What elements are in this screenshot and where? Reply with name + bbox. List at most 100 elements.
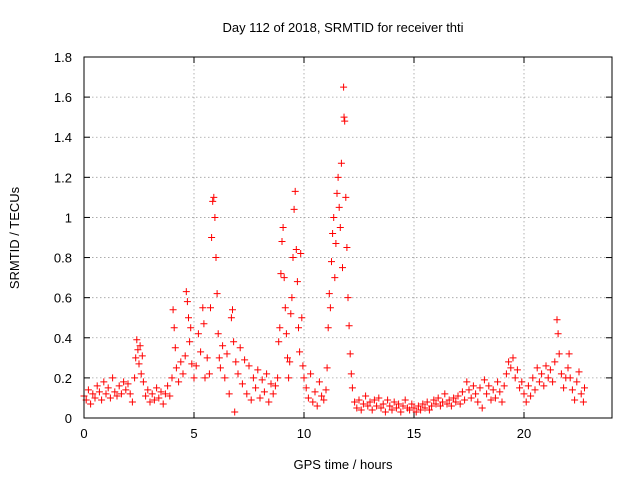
data-point xyxy=(406,406,414,414)
data-point xyxy=(397,408,405,416)
data-point xyxy=(386,402,394,410)
data-point xyxy=(516,384,524,392)
data-point xyxy=(297,250,305,258)
data-point xyxy=(214,330,222,338)
data-point xyxy=(524,382,532,390)
data-point xyxy=(232,358,240,366)
data-point xyxy=(200,320,208,328)
data-point xyxy=(281,304,289,312)
data-point xyxy=(288,294,296,302)
data-point xyxy=(84,386,92,394)
data-point xyxy=(505,358,513,366)
data-point xyxy=(432,400,440,408)
data-point xyxy=(275,338,283,346)
data-point xyxy=(474,398,482,406)
data-point xyxy=(480,376,488,384)
data-point xyxy=(309,398,317,406)
data-point xyxy=(368,406,376,414)
data-point xyxy=(494,378,502,386)
data-point xyxy=(540,382,548,390)
data-point xyxy=(454,392,462,400)
data-point xyxy=(98,396,106,404)
data-point xyxy=(211,213,219,221)
data-point xyxy=(144,386,152,394)
data-point xyxy=(478,404,486,412)
data-point xyxy=(507,364,515,372)
data-point xyxy=(509,354,517,362)
data-point xyxy=(115,382,123,390)
data-point xyxy=(221,374,229,382)
data-point xyxy=(183,298,191,306)
data-point xyxy=(89,390,97,398)
data-point xyxy=(472,390,480,398)
data-point xyxy=(467,394,475,402)
data-point xyxy=(375,394,383,402)
data-point xyxy=(346,350,354,358)
data-point xyxy=(428,402,436,410)
data-point xyxy=(186,338,194,346)
data-point xyxy=(172,364,180,372)
y-tick-label: 1.2 xyxy=(54,170,72,185)
data-point xyxy=(357,406,365,414)
data-point xyxy=(231,408,239,416)
data-point xyxy=(245,362,253,370)
data-point xyxy=(513,366,521,374)
data-point xyxy=(364,402,372,410)
x-tick-label: 10 xyxy=(297,426,311,441)
data-point xyxy=(555,350,563,358)
data-point xyxy=(323,364,331,372)
data-point xyxy=(324,324,332,332)
data-point xyxy=(362,392,370,400)
data-point xyxy=(148,390,156,398)
data-point xyxy=(179,370,187,378)
data-point xyxy=(126,390,134,398)
data-point xyxy=(339,264,346,272)
data-point xyxy=(430,396,438,404)
data-point xyxy=(331,274,339,282)
data-point xyxy=(187,324,195,332)
data-point xyxy=(566,374,574,382)
data-point xyxy=(216,364,224,372)
y-axis-label: SRMTID / TECUs xyxy=(7,186,22,289)
data-point xyxy=(223,350,231,358)
data-point xyxy=(483,390,491,398)
plot-frame xyxy=(83,56,613,419)
data-point xyxy=(91,394,99,402)
data-point xyxy=(212,254,220,262)
y-tick-labels: 0 0.2 0.4 0.6 0.8 1 1.2 1.4 1.6 1.8 xyxy=(54,50,72,426)
data-point xyxy=(290,205,298,213)
data-point xyxy=(93,382,101,390)
data-point xyxy=(335,203,343,211)
data-point xyxy=(551,358,559,366)
data-point xyxy=(182,288,190,296)
data-point xyxy=(157,388,165,396)
data-point xyxy=(120,378,128,386)
data-point xyxy=(401,396,409,404)
data-point xyxy=(557,370,565,378)
data-point xyxy=(384,396,392,404)
data-point xyxy=(278,238,286,246)
data-point xyxy=(476,384,484,392)
data-point xyxy=(342,193,350,201)
data-point xyxy=(366,398,374,406)
data-point xyxy=(333,189,341,197)
data-point xyxy=(207,304,214,312)
data-point xyxy=(164,382,172,390)
data-point xyxy=(199,304,207,312)
data-point xyxy=(209,197,217,205)
y-tick-label: 0.2 xyxy=(54,371,72,386)
data-point xyxy=(345,322,353,330)
data-point xyxy=(285,374,293,382)
data-point xyxy=(271,382,279,390)
data-point xyxy=(337,159,345,167)
data-point xyxy=(293,278,301,286)
x-tick-label: 20 xyxy=(517,426,531,441)
data-point xyxy=(458,388,466,396)
data-point xyxy=(489,386,497,394)
data-point xyxy=(279,223,287,231)
data-point xyxy=(205,370,213,378)
data-point xyxy=(252,384,260,392)
data-point xyxy=(274,374,282,382)
chart-title: Day 112 of 2018, SRMTID for receiver tht… xyxy=(222,20,463,35)
